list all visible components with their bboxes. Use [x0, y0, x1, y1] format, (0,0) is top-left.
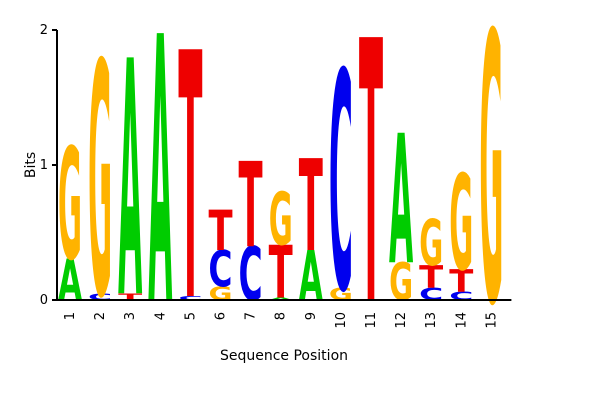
logo-letter-T-pos-3: T: [118, 292, 143, 303]
logo-letter-T-pos-13: T: [419, 259, 443, 296]
logo-letter-T-pos-9: T: [299, 133, 323, 280]
x-ticks: 1 2 3 4 5 6 7 8 9 10 11 12 13 14 15: [63, 312, 499, 329]
logo-letter-G-pos-15: G: [479, 0, 503, 387]
logo-letter-C-pos-7: C: [239, 233, 263, 318]
x-tick-label: 15: [484, 312, 499, 329]
x-tick-label: 11: [364, 312, 379, 329]
logo-letter-G-pos-13: G: [419, 206, 443, 280]
logo-letter-A-pos-1: A: [58, 247, 82, 314]
y-tick-label: 2: [40, 23, 48, 38]
logo-letter-G-pos-14: G: [449, 149, 473, 301]
logo-letter-G-pos-2: G: [88, 0, 112, 369]
logo-letter-T-pos-8: T: [269, 231, 293, 315]
x-tick-label: 8: [274, 312, 289, 320]
logo-letter-A-pos-9: A: [299, 237, 323, 317]
x-tick-label: 9: [304, 312, 319, 320]
logo-letter-T-pos-11: T: [359, 0, 383, 386]
x-tick-label: 13: [424, 312, 439, 329]
x-tick-label: 14: [454, 312, 469, 329]
x-tick-label: 3: [123, 312, 138, 320]
x-tick-label: 1: [63, 312, 78, 320]
logo-letter-C-pos-5: C: [178, 295, 202, 302]
logo-letter-T-pos-14: T: [449, 263, 473, 300]
logo-letter-G-pos-1: G: [58, 116, 82, 295]
y-axis-title: Bits: [23, 152, 39, 178]
logo-letter-A-pos-4: A: [148, 0, 172, 387]
y-tick-label: 0: [40, 293, 48, 308]
y-tick-label: 1: [40, 158, 48, 173]
logo-letter-A-pos-12: A: [389, 99, 413, 305]
logo-letter-C-pos-10: C: [329, 11, 353, 360]
logo-letter-A-pos-8: A: [269, 297, 294, 301]
x-tick-label: 4: [153, 312, 168, 320]
logo-letter-T-pos-7: T: [239, 139, 263, 274]
logo-letter-C-pos-6: C: [208, 240, 232, 298]
logo-letter-T-pos-5: T: [178, 0, 202, 376]
x-tick-label: 10: [334, 312, 349, 329]
x-tick-label: 5: [183, 312, 198, 320]
logo-letter-C-pos-2: C: [88, 292, 112, 303]
logo-letter-T-pos-6: T: [208, 199, 232, 263]
x-tick-label: 2: [93, 312, 108, 320]
x-tick-label: 6: [214, 312, 229, 320]
x-axis-title: Sequence Position: [220, 348, 348, 364]
x-tick-label: 12: [394, 312, 409, 329]
x-tick-label: 7: [244, 312, 259, 320]
logo-letter-G-pos-8: G: [269, 178, 293, 262]
logo-letter-G-pos-12: G: [389, 252, 413, 312]
y-ticks: 0 1 2: [40, 23, 57, 308]
logo-letter-A-pos-3: A: [118, 0, 142, 371]
